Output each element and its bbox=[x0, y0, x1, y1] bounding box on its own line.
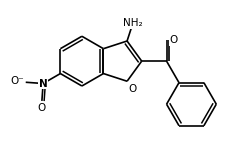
Text: O⁻: O⁻ bbox=[10, 76, 24, 86]
Text: O: O bbox=[169, 35, 178, 45]
Text: O: O bbox=[128, 84, 137, 94]
Text: N: N bbox=[39, 79, 47, 89]
Text: NH₂: NH₂ bbox=[123, 18, 143, 28]
Text: O: O bbox=[38, 103, 46, 113]
